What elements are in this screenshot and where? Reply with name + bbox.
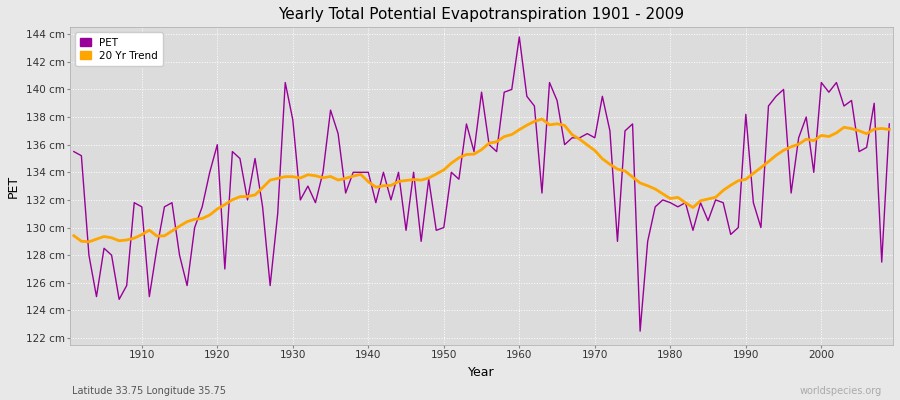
X-axis label: Year: Year (468, 366, 495, 379)
Title: Yearly Total Potential Evapotranspiration 1901 - 2009: Yearly Total Potential Evapotranspiratio… (278, 7, 685, 22)
Legend: PET, 20 Yr Trend: PET, 20 Yr Trend (76, 32, 163, 66)
Text: Latitude 33.75 Longitude 35.75: Latitude 33.75 Longitude 35.75 (72, 386, 226, 396)
Text: worldspecies.org: worldspecies.org (800, 386, 882, 396)
Y-axis label: PET: PET (7, 174, 20, 198)
